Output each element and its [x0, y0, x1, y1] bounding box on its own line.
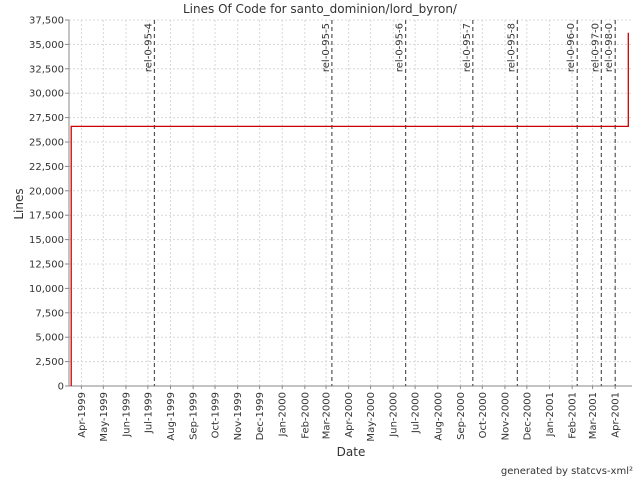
- x-tick-label: Apr-1999: [77, 392, 88, 438]
- plot-area: 0 2,500 5,000 7,500 10,000 12,500 15,000 17,500…: [29, 16, 632, 442]
- y-tick-label: 20,000: [29, 186, 64, 197]
- x-tick-label: Sep-2000: [456, 392, 467, 440]
- y-tick-label: 10,000: [29, 284, 64, 295]
- release-marker-label: rel-0-95-8: [506, 23, 517, 72]
- y-tick-label: 12,500: [29, 260, 64, 271]
- release-marker-label: rel-0-97-0: [590, 23, 601, 72]
- x-tick-label: Feb-2001: [568, 392, 579, 439]
- release-marker-label: rel-0-95-5: [321, 23, 332, 72]
- y-tick-label: 2,500: [35, 357, 64, 368]
- release-marker-label: rel-0-95-7: [462, 23, 473, 72]
- x-tick-label: Jan-2000: [278, 392, 289, 437]
- y-tick-label: 0: [58, 382, 64, 393]
- release-marker-label: rel-0-95-4: [143, 23, 154, 72]
- y-tick-label: 17,500: [29, 211, 64, 222]
- x-tick-label: Oct-2000: [478, 392, 489, 438]
- release-marker-label: rel-0-95-6: [395, 23, 406, 72]
- x-tick-label: Feb-2000: [300, 392, 311, 439]
- x-tick-label: Jul-1999: [143, 392, 154, 434]
- y-tick-label: 30,000: [29, 89, 64, 100]
- x-tick-label: Oct-1999: [211, 392, 222, 438]
- x-tick-label: Sep-1999: [189, 392, 200, 440]
- x-tick-label: Jan-2001: [545, 392, 556, 437]
- y-tick-label: 37,500: [29, 16, 64, 27]
- y-tick-label: 5,000: [35, 333, 64, 344]
- x-tick-label: Mar-2001: [588, 392, 599, 439]
- x-tick-label: Jul-2000: [411, 392, 422, 434]
- y-axis-label: Lines: [12, 188, 26, 219]
- x-tick-label: Nov-1999: [233, 392, 244, 440]
- y-tick-label: 15,000: [29, 235, 64, 246]
- x-tick-label: Aug-1999: [166, 392, 177, 441]
- x-tick-label: Jun-2000: [389, 392, 400, 438]
- y-tick-label: 7,500: [35, 308, 64, 319]
- x-tick-label: Nov-2000: [500, 392, 511, 440]
- x-tick-label: Apr-2000: [344, 392, 355, 438]
- x-tick-label: Dec-1999: [255, 392, 266, 440]
- x-tick-label: Jun-1999: [121, 392, 132, 438]
- generator-footer: generated by statcvs-xml²: [501, 466, 633, 477]
- y-tick-label: 27,500: [29, 113, 64, 124]
- y-tick-label: 25,000: [29, 138, 64, 149]
- chart-title: Lines Of Code for santo_dominion/lord_by…: [183, 2, 458, 16]
- release-marker-label: rel-0-96-0: [566, 23, 577, 72]
- y-tick-label: 32,500: [29, 64, 64, 75]
- x-tick-label: Mar-2000: [322, 392, 333, 439]
- y-tick-label: 22,500: [29, 162, 64, 173]
- x-tick-label: May-1999: [99, 392, 110, 442]
- loc-series-line: [70, 32, 629, 386]
- y-tick-label: 35,000: [29, 40, 64, 51]
- release-marker-label: rel-0-98-0: [604, 23, 615, 72]
- x-axis-label: Date: [337, 445, 366, 459]
- x-tick-label: May-2000: [366, 392, 377, 442]
- x-tick-label: Aug-2000: [433, 392, 444, 441]
- x-tick-label: Apr-2001: [611, 392, 622, 438]
- x-tick-label: Dec-2000: [522, 392, 533, 440]
